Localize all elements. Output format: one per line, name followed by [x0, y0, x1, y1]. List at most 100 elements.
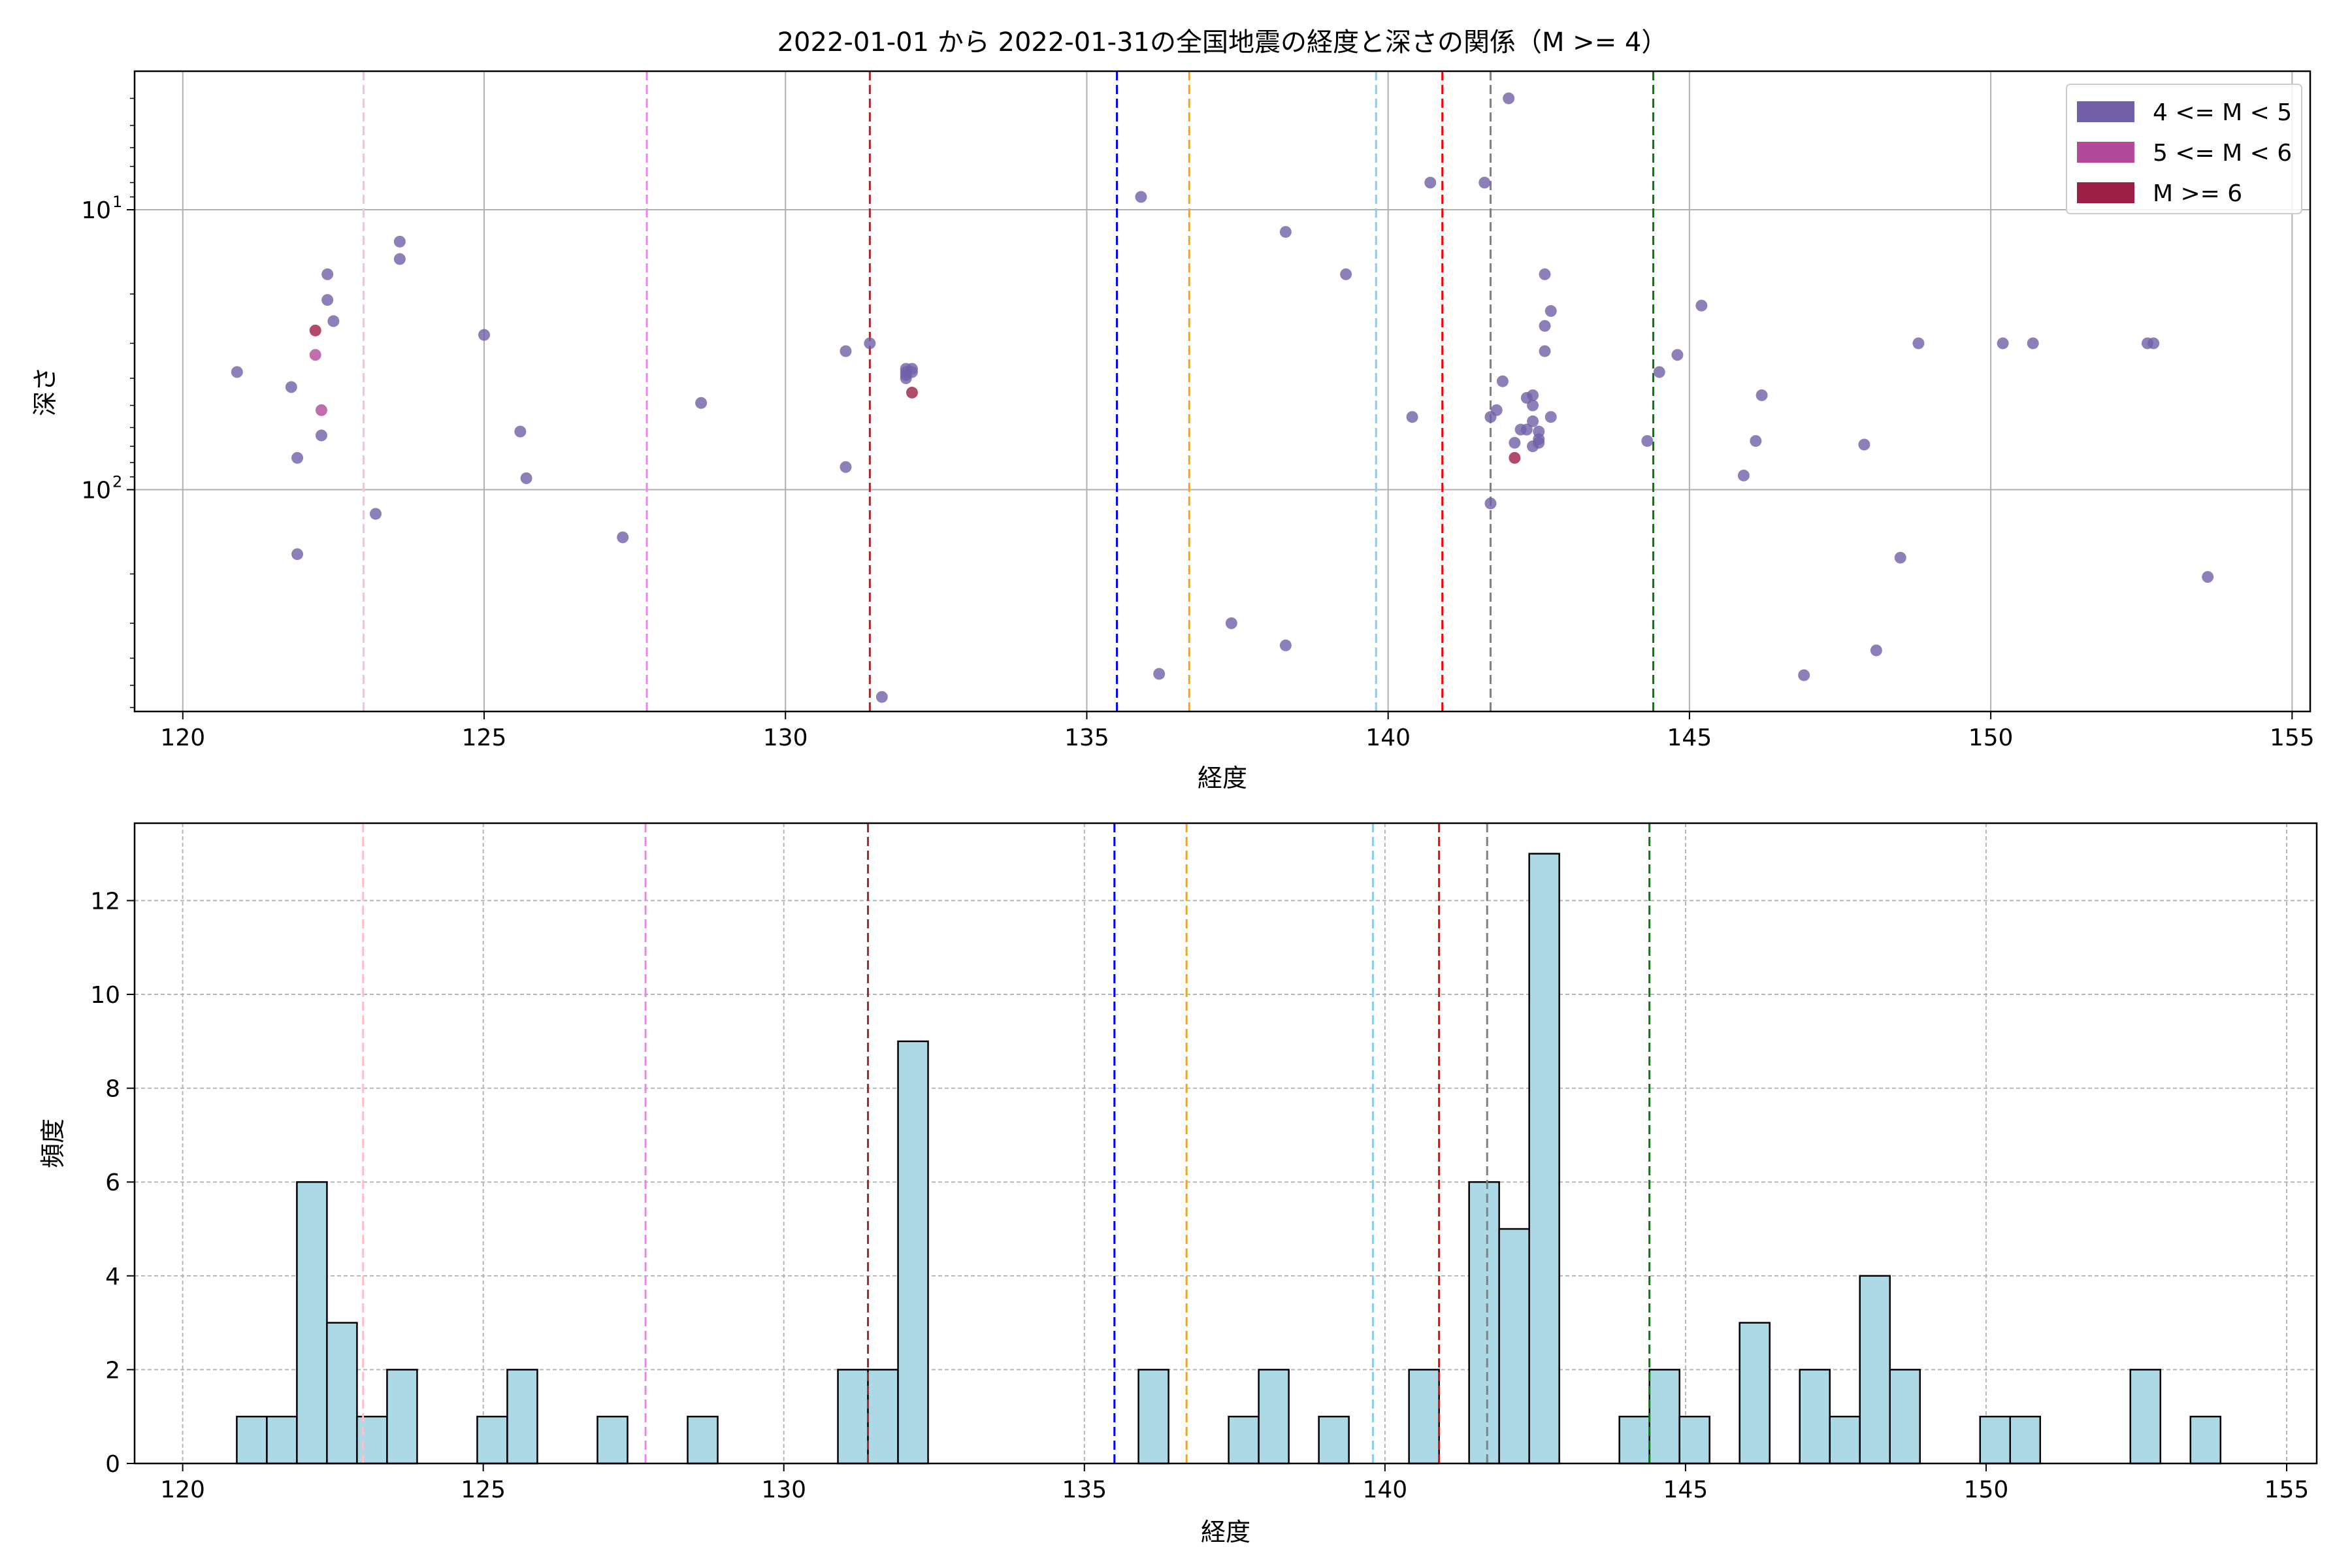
- histogram-y-tick-label: 8: [105, 1076, 120, 1103]
- histogram-bar: [1137, 1369, 1169, 1465]
- scatter-point: [369, 508, 382, 520]
- scatter-point: [1225, 617, 1237, 629]
- scatter-point: [2148, 337, 2160, 350]
- legend-swatch: [2077, 101, 2134, 122]
- histogram-y-tick-label: 10: [90, 982, 120, 1009]
- histogram-bar: [2189, 1415, 2222, 1465]
- scatter-point: [321, 294, 334, 306]
- scatter-point: [1478, 176, 1491, 189]
- scatter-point: [393, 235, 406, 248]
- scatter-point: [1503, 92, 1515, 105]
- scatter-point: [1997, 337, 2009, 350]
- scatter-point: [1539, 268, 1551, 280]
- scatter-point: [393, 253, 406, 265]
- histogram-bar: [1468, 1181, 1500, 1465]
- scatter-point: [1509, 451, 1521, 464]
- histogram-x-ticks: 120 125 130 135 140 145 150 155: [160, 1463, 2309, 1503]
- histogram-bar: [1799, 1369, 1831, 1465]
- histogram-x-tick-label: 125: [461, 1477, 506, 1503]
- legend-label: M >= 6: [2153, 180, 2242, 207]
- histogram-bar: [897, 1040, 929, 1465]
- scatter-point: [875, 691, 888, 703]
- scatter-point: [1870, 644, 1882, 657]
- scatter-point: [906, 366, 918, 378]
- histogram-bar: [386, 1369, 418, 1465]
- legend: 4 <= M < 5 5 <= M < 6 M >= 6: [2066, 84, 2302, 214]
- scatter-point: [1509, 436, 1521, 449]
- histogram-x-tick-label: 155: [2264, 1477, 2310, 1503]
- scatter-point: [520, 472, 532, 484]
- legend-swatch: [2077, 182, 2134, 203]
- histogram-bar: [1859, 1275, 1891, 1465]
- scatter-point: [1527, 415, 1539, 427]
- scatter-point: [1695, 299, 1708, 312]
- scatter-x-axis-label: 経度: [1198, 764, 1247, 792]
- scatter-y-tick-label: 10: [81, 197, 111, 224]
- histogram-x-tick-label: 130: [761, 1477, 806, 1503]
- scatter-point: [2027, 337, 2039, 350]
- scatter-x-tick-label: 155: [2270, 725, 2315, 751]
- histogram-bars: [236, 853, 2222, 1465]
- scatter-point: [315, 404, 327, 416]
- histogram-reference-lines: [362, 823, 1651, 1463]
- scatter-point: [1912, 337, 1925, 350]
- scatter-point: [1737, 469, 1750, 482]
- histogram-bar: [1318, 1415, 1350, 1465]
- scatter-point: [1496, 375, 1509, 387]
- legend-label: 5 <= M < 6: [2153, 140, 2292, 167]
- scatter-point: [1490, 404, 1503, 416]
- histogram-y-ticks: 0 2 4 6 8 10 12: [90, 888, 135, 1478]
- scatter-point: [1153, 668, 1166, 680]
- scatter-y-tick-exponent: 1: [112, 193, 122, 211]
- histogram-bar: [687, 1415, 719, 1465]
- histogram-bar: [1408, 1369, 1440, 1465]
- scatter-point: [1406, 411, 1418, 423]
- histogram-bar: [1258, 1369, 1290, 1465]
- scatter-point: [1533, 436, 1545, 449]
- scatter-point: [1641, 434, 1654, 447]
- scatter-point: [1527, 389, 1539, 401]
- legend-label: 4 <= M < 5: [2153, 99, 2292, 126]
- legend-swatch: [2077, 142, 2134, 163]
- histogram-y-tick-label: 0: [105, 1451, 120, 1478]
- scatter-point: [1539, 345, 1551, 357]
- histogram-bar: [867, 1369, 899, 1465]
- histogram-bar: [1739, 1322, 1771, 1465]
- histogram-y-tick-label: 2: [105, 1357, 120, 1384]
- scatter-point: [1520, 423, 1533, 436]
- scatter-point: [1527, 399, 1539, 412]
- scatter-point: [1750, 434, 1762, 447]
- histogram-bar: [356, 1415, 388, 1465]
- histogram-x-tick-label: 145: [1663, 1477, 1708, 1503]
- scatter-y-axis-label: 深さ: [31, 367, 59, 416]
- scatter-y-tick-exponent: 2: [112, 472, 122, 491]
- histogram-bar: [506, 1369, 538, 1465]
- histogram-y-tick-label: 6: [105, 1169, 120, 1196]
- scatter-point: [1798, 669, 1810, 681]
- histogram-bar: [1228, 1415, 1260, 1465]
- histogram-bar: [476, 1415, 508, 1465]
- scatter-point: [285, 381, 297, 393]
- scatter-point: [1135, 191, 1147, 203]
- histogram-bar: [1979, 1415, 2011, 1465]
- scatter-x-tick-label: 150: [1968, 725, 2014, 751]
- scatter-point: [321, 268, 334, 280]
- histogram-bar: [596, 1415, 629, 1465]
- histogram-x-axis-label: 経度: [1201, 1518, 1250, 1546]
- scatter-x-tick-label: 140: [1365, 725, 1411, 751]
- scatter-point: [1756, 389, 1768, 401]
- scatter-point: [1340, 268, 1352, 280]
- histogram-bar: [1498, 1228, 1530, 1465]
- histogram-panel: 120 125 130 135 140 145 150 155 0 2 4 6 8 10 12 経度 頻度: [39, 822, 2318, 1546]
- histogram-x-tick-label: 140: [1362, 1477, 1407, 1503]
- scatter-point: [1544, 305, 1557, 318]
- scatter-point: [840, 461, 852, 473]
- scatter-point: [1279, 225, 1292, 238]
- scatter-point: [1484, 497, 1497, 510]
- scatter-x-tick-label: 145: [1667, 725, 1712, 751]
- scatter-point: [1539, 319, 1551, 332]
- scatter-point: [695, 397, 708, 409]
- scatter-point: [840, 345, 852, 357]
- histogram-bar: [1678, 1415, 1710, 1465]
